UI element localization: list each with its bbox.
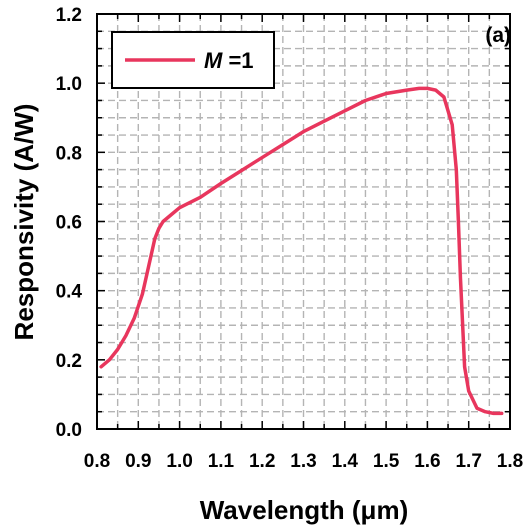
x-tick-label: 1.7 [455, 451, 481, 472]
x-tick-label: 1.2 [249, 451, 275, 472]
y-tick-label: 0.8 [56, 143, 82, 164]
series-line [99, 86, 504, 416]
y-tick-label: 0.4 [56, 282, 83, 303]
legend-var: M [204, 48, 223, 73]
x-tick-label: 1.4 [332, 451, 359, 472]
y-tick-label: 0.2 [56, 351, 82, 372]
x-tick-label: 1.6 [414, 451, 440, 472]
legend-value: =1 [222, 48, 253, 73]
y-tick-labels: 0.0 0.2 0.4 0.6 0.8 1.0 1.2 [56, 5, 83, 441]
data-series [99, 86, 504, 416]
x-tick-label: 1.1 [208, 451, 235, 472]
y-tick-label: 0.6 [56, 213, 82, 234]
y-tick-label: 0.0 [56, 420, 82, 441]
legend-entry: M =1 [204, 48, 254, 73]
x-tick-label: 0.8 [84, 451, 110, 472]
grid-lines [97, 14, 510, 429]
x-axis-label: Wavelength (μm) [200, 495, 409, 525]
y-tick-label: 1.0 [56, 74, 82, 95]
y-tick-label: 1.2 [56, 5, 82, 26]
x-tick-label: 1.8 [497, 451, 523, 472]
x-tick-label: 1.3 [290, 451, 316, 472]
x-tick-label: 1.0 [166, 451, 192, 472]
axis-ticks [96, 13, 511, 430]
panel-label: (a) [485, 24, 511, 47]
y-axis-label: Responsivity (A/W) [9, 104, 39, 341]
x-tick-label: 1.5 [373, 451, 400, 472]
x-tick-labels: 0.8 0.9 1.0 1.1 1.2 1.3 1.4 1.5 1.6 1.7 1.8 [84, 451, 523, 472]
legend: M =1 [111, 31, 275, 89]
x-tick-label: 0.9 [125, 451, 151, 472]
